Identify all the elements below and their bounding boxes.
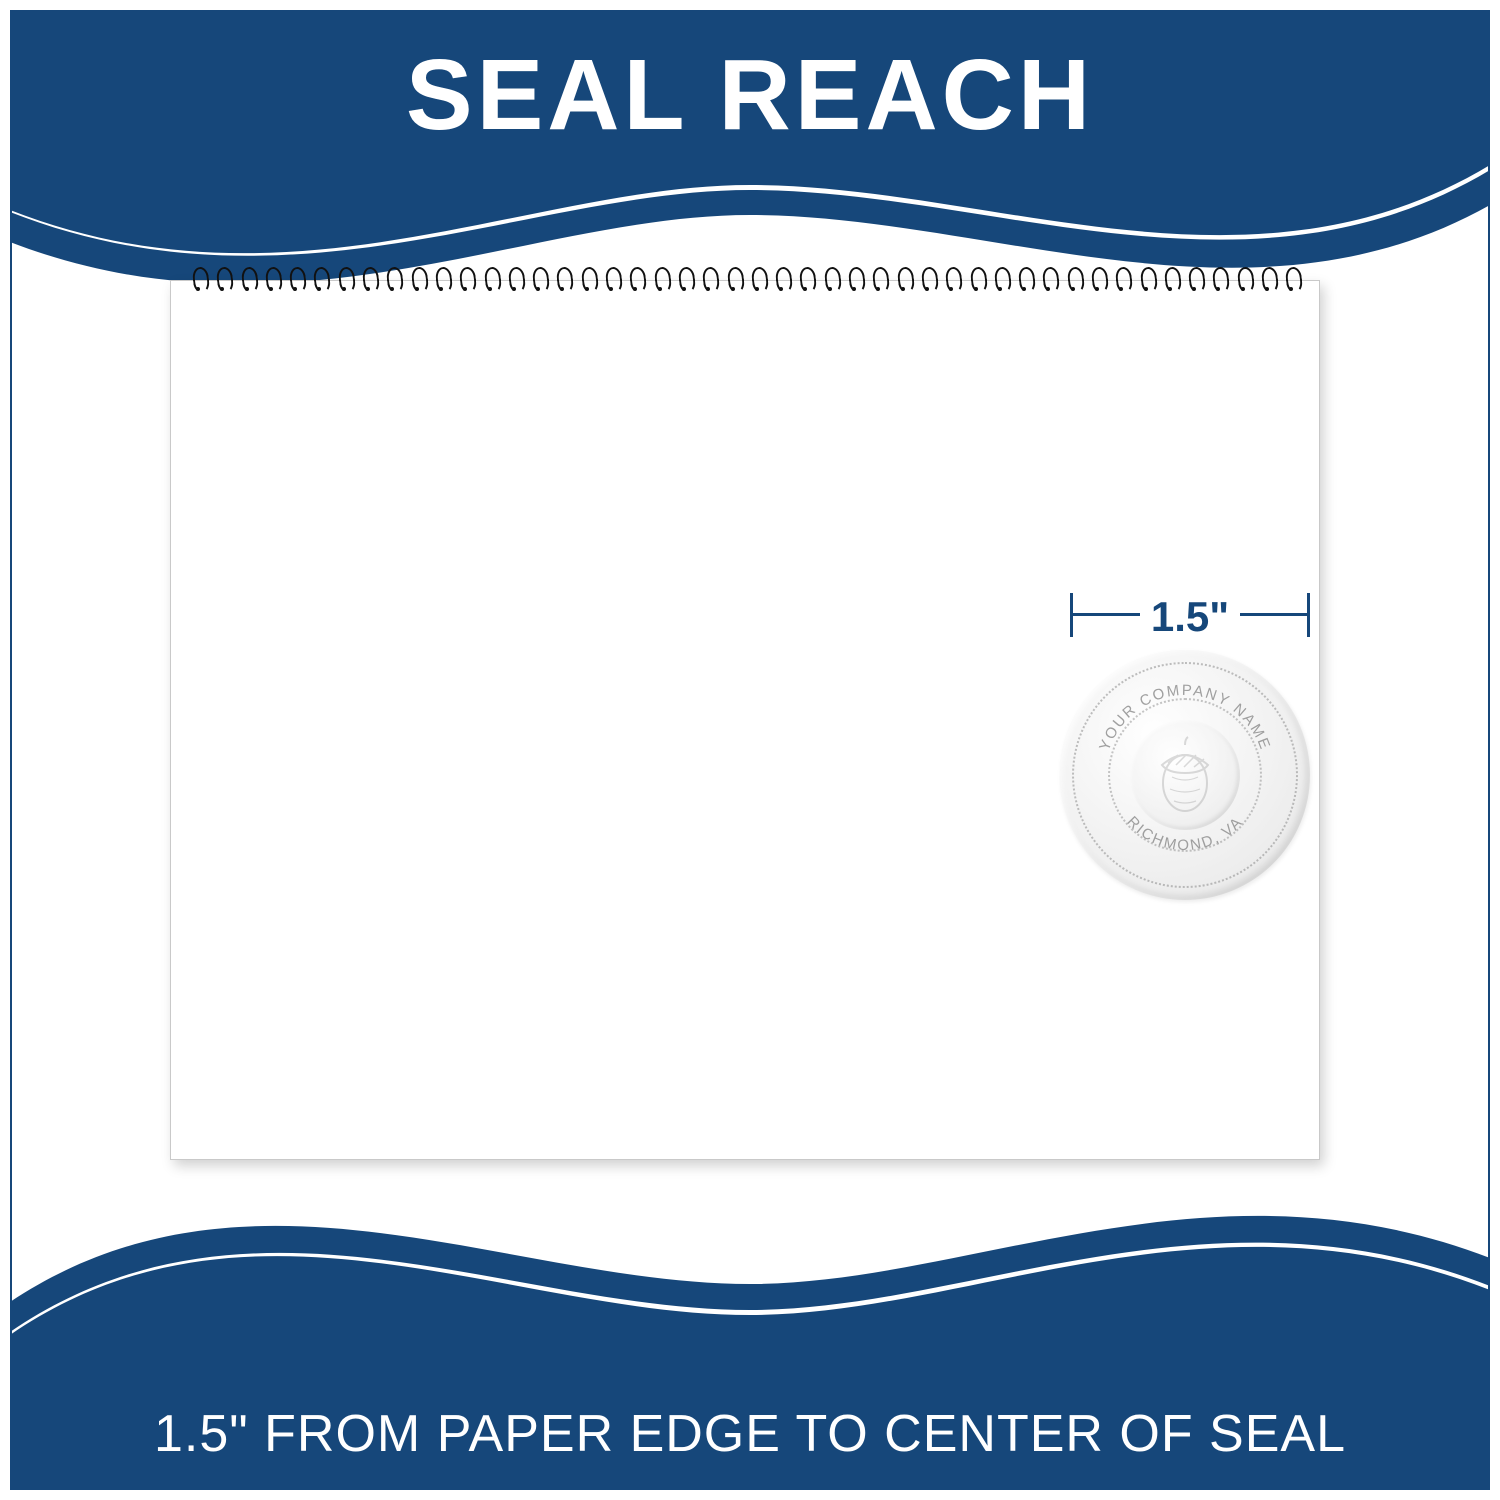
spiral-loop — [458, 267, 472, 295]
spiral-binding — [191, 267, 1299, 301]
spiral-loop — [628, 267, 642, 295]
spiral-loop — [677, 267, 691, 295]
spiral-loop — [726, 267, 740, 295]
seal-center — [1130, 720, 1240, 830]
embossed-seal: YOUR COMPANY NAME RICHMOND, VA — [1060, 650, 1310, 900]
spiral-loop — [1041, 267, 1055, 295]
spiral-loop — [993, 267, 1007, 295]
spiral-loop — [871, 267, 885, 295]
spiral-loop — [896, 267, 910, 295]
footer-text: 1.5" FROM PAPER EDGE TO CENTER OF SEAL — [10, 1404, 1490, 1464]
spiral-loop — [774, 267, 788, 295]
spiral-loop — [483, 267, 497, 295]
spiral-loop — [1236, 267, 1250, 295]
spiral-loop — [1260, 267, 1274, 295]
spiral-loop — [944, 267, 958, 295]
spiral-loop — [531, 267, 545, 295]
spiral-loop — [750, 267, 764, 295]
spiral-loop — [798, 267, 812, 295]
spiral-loop — [969, 267, 983, 295]
spiral-loop — [288, 267, 302, 295]
spiral-loop — [604, 267, 618, 295]
spiral-loop — [1284, 267, 1298, 295]
spiral-loop — [580, 267, 594, 295]
spiral-loop — [1187, 267, 1201, 295]
spiral-loop — [240, 267, 254, 295]
spiral-loop — [823, 267, 837, 295]
spiral-loop — [1211, 267, 1225, 295]
spiral-loop — [653, 267, 667, 295]
spiral-loop — [434, 267, 448, 295]
spiral-loop — [1017, 267, 1031, 295]
spiral-loop — [847, 267, 861, 295]
measure-endcap-right — [1307, 593, 1310, 637]
spiral-loop — [1139, 267, 1153, 295]
spiral-loop — [191, 267, 205, 295]
spiral-loop — [507, 267, 521, 295]
measure-label: 1.5" — [1140, 593, 1240, 641]
spiral-loop — [920, 267, 934, 295]
spiral-loop — [264, 267, 278, 295]
spiral-loop — [312, 267, 326, 295]
spiral-loop — [361, 267, 375, 295]
spiral-loop — [337, 267, 351, 295]
spiral-loop — [410, 267, 424, 295]
spiral-loop — [555, 267, 569, 295]
spiral-loop — [1114, 267, 1128, 295]
spiral-loop — [701, 267, 715, 295]
header-title: SEAL REACH — [10, 38, 1490, 153]
footer-banner: 1.5" FROM PAPER EDGE TO CENTER OF SEAL — [10, 1180, 1490, 1490]
spiral-loop — [1066, 267, 1080, 295]
spiral-loop — [215, 267, 229, 295]
measurement-indicator: 1.5" — [1070, 585, 1310, 645]
acorn-icon — [1150, 735, 1220, 815]
spiral-loop — [1090, 267, 1104, 295]
spiral-loop — [1163, 267, 1177, 295]
spiral-loop — [385, 267, 399, 295]
